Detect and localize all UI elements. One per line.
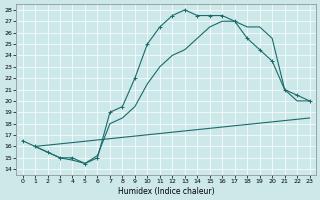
X-axis label: Humidex (Indice chaleur): Humidex (Indice chaleur) [118,187,214,196]
